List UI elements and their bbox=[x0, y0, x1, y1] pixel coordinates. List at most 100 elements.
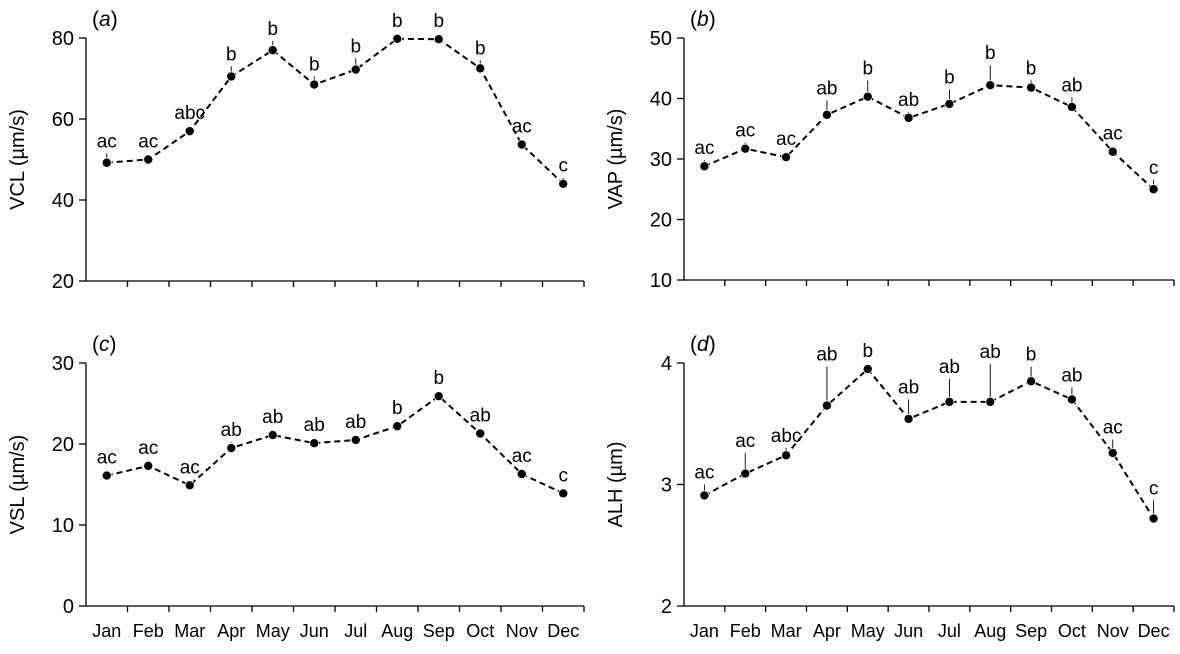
significance-label: ab bbox=[898, 90, 919, 111]
significance-label: b bbox=[862, 58, 873, 79]
significance-label: ac bbox=[1103, 124, 1123, 145]
x-tick-label: Apr bbox=[813, 621, 841, 641]
significance-label: ab bbox=[262, 407, 283, 428]
significance-label: ac bbox=[1103, 418, 1123, 439]
significance-label: b bbox=[433, 11, 444, 32]
significance-label: ac bbox=[694, 463, 714, 484]
y-tick-label: 0 bbox=[63, 596, 74, 618]
data-point bbox=[433, 34, 444, 45]
y-tick-label: 80 bbox=[52, 28, 74, 50]
x-tick-label: Mar bbox=[771, 621, 802, 641]
y-tick-label: 20 bbox=[52, 271, 74, 293]
significance-label: b bbox=[226, 44, 237, 65]
x-tick-label: Jan bbox=[92, 621, 121, 641]
data-point bbox=[1026, 376, 1037, 387]
data-point bbox=[1107, 447, 1118, 458]
significance-label: ab bbox=[1061, 365, 1082, 386]
x-tick-label: Sep bbox=[423, 621, 455, 641]
significance-label: ab bbox=[1061, 75, 1082, 96]
significance-label: c bbox=[1149, 158, 1159, 179]
data-point bbox=[699, 490, 710, 501]
data-point bbox=[392, 421, 403, 432]
data-point bbox=[143, 460, 154, 471]
significance-label: b bbox=[475, 38, 486, 59]
significance-label: ac bbox=[138, 438, 158, 459]
panel-label: (c) bbox=[92, 333, 117, 356]
data-point bbox=[699, 161, 710, 172]
significance-label: ab bbox=[470, 405, 491, 426]
data-point bbox=[143, 154, 154, 165]
significance-label: ac bbox=[512, 117, 532, 138]
significance-label: ac bbox=[97, 448, 117, 469]
data-point bbox=[184, 480, 195, 491]
data-point bbox=[516, 468, 527, 479]
significance-label: ac bbox=[735, 431, 755, 452]
significance-label: c bbox=[559, 465, 569, 486]
x-tick-label: Dec bbox=[547, 621, 579, 641]
panel-d: 2 3 4 Jan Feb Mar Apr May Jun Jul Aug Sep Oct Nov Dec A… bbox=[605, 333, 1175, 641]
significance-label: ac bbox=[735, 121, 755, 142]
data-point bbox=[903, 112, 914, 123]
data-point bbox=[903, 413, 914, 424]
data-point bbox=[1066, 101, 1077, 112]
data-point bbox=[267, 45, 278, 56]
significance-label: ab bbox=[980, 342, 1001, 363]
data-point bbox=[821, 109, 832, 120]
data-point bbox=[350, 434, 361, 445]
significance-label: ac bbox=[776, 129, 796, 150]
significance-label: c bbox=[559, 156, 569, 177]
data-point bbox=[516, 139, 527, 150]
data-point bbox=[558, 178, 569, 189]
x-tick-label: May bbox=[256, 621, 290, 641]
x-tick-label: Dec bbox=[1138, 621, 1170, 641]
panel-label: (b) bbox=[690, 8, 716, 31]
y-axis-label: VSL (µm/s) bbox=[7, 435, 29, 535]
data-point bbox=[226, 443, 237, 454]
data-point bbox=[944, 98, 955, 109]
y-axis-label: VCL (µm/s) bbox=[7, 109, 29, 210]
series-line bbox=[703, 367, 1155, 520]
y-tick-label: 10 bbox=[650, 270, 672, 292]
panel-label: (a) bbox=[92, 8, 118, 31]
x-tick-label: Nov bbox=[506, 621, 538, 641]
y-tick-label: 50 bbox=[650, 28, 672, 50]
significance-label: ac bbox=[512, 446, 532, 467]
y-axis-label: ALH (µm) bbox=[605, 442, 627, 528]
data-point bbox=[475, 63, 486, 74]
x-tick-label: Aug bbox=[381, 621, 413, 641]
data-point bbox=[101, 157, 112, 168]
data-point bbox=[740, 143, 751, 154]
significance-label: ab bbox=[816, 345, 837, 366]
x-tick-label: Feb bbox=[133, 621, 164, 641]
y-tick-label: 20 bbox=[52, 434, 74, 456]
x-tick-label: Oct bbox=[466, 621, 494, 641]
significance-label: ac bbox=[97, 131, 117, 152]
y-tick-label: 10 bbox=[52, 515, 74, 537]
series-line bbox=[106, 37, 564, 185]
x-tick-label: Aug bbox=[974, 621, 1006, 641]
series-line bbox=[704, 84, 1155, 191]
data-point bbox=[309, 438, 320, 449]
panel-label: (d) bbox=[690, 333, 716, 356]
x-tick-label: Feb bbox=[730, 621, 761, 641]
data-point bbox=[944, 396, 955, 407]
significance-label: ab bbox=[898, 377, 919, 398]
data-point bbox=[392, 33, 403, 44]
data-point bbox=[740, 468, 751, 479]
data-point bbox=[350, 64, 361, 75]
significance-label: b bbox=[944, 67, 955, 88]
data-point bbox=[475, 428, 486, 439]
data-point bbox=[781, 152, 792, 163]
data-point bbox=[558, 488, 569, 499]
data-point bbox=[1148, 184, 1159, 195]
x-tick-label: Sep bbox=[1015, 621, 1047, 641]
x-tick-label: Jul bbox=[938, 621, 961, 641]
y-tick-label: 2 bbox=[661, 596, 672, 618]
data-point bbox=[1066, 394, 1077, 405]
significance-label: b bbox=[1026, 345, 1037, 366]
significance-label: abc bbox=[771, 426, 802, 447]
data-point bbox=[433, 391, 444, 402]
y-tick-label: 20 bbox=[650, 210, 672, 232]
